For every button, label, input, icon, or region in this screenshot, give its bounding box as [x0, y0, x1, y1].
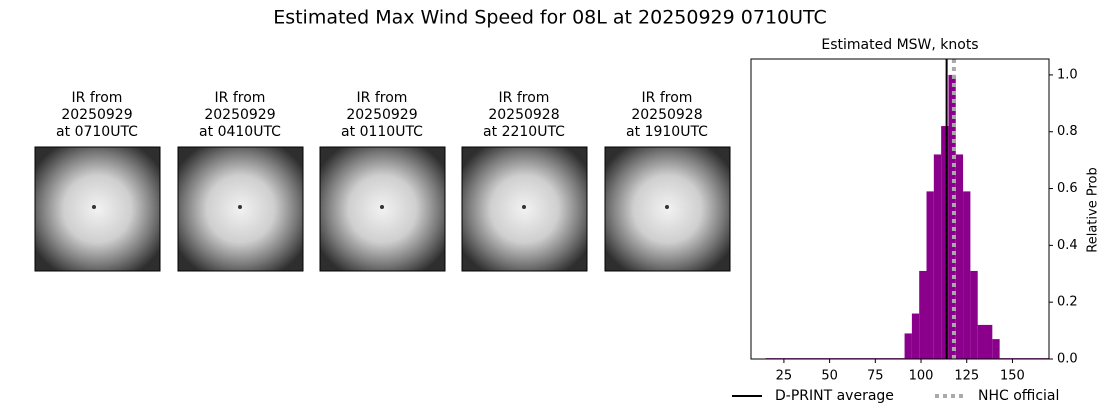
storm-eye — [238, 205, 242, 209]
bar — [948, 74, 956, 359]
panel-title: 20250928 — [631, 107, 702, 123]
panel-title: 20250929 — [204, 107, 275, 123]
panel-title: at 0110UTC — [341, 124, 423, 140]
bar — [941, 126, 949, 359]
panel-title: 20250929 — [61, 107, 132, 123]
bar — [919, 270, 927, 359]
storm-eye — [92, 205, 96, 209]
panel-title: at 0710UTC — [56, 124, 138, 140]
x-tick-label: 125 — [954, 369, 979, 384]
bar — [977, 324, 986, 359]
panel-title: IR from — [499, 90, 550, 106]
panel-title: IR from — [642, 90, 693, 106]
y-tick-label: 0.6 — [1057, 181, 1078, 196]
bar — [926, 191, 934, 359]
figure-title: Estimated Max Wind Speed for 08L at 2025… — [273, 7, 827, 29]
y-tick-label: 0.8 — [1057, 124, 1078, 139]
x-tick-label: 150 — [1000, 369, 1025, 384]
storm-eye — [665, 205, 669, 209]
chart-title: Estimated MSW, knots — [821, 37, 978, 53]
ir-image — [34, 146, 161, 272]
ir-image — [177, 146, 304, 272]
bar — [985, 324, 993, 359]
bar — [911, 313, 920, 359]
ir-image — [604, 146, 731, 272]
y-axis-label: Relative Prob — [1086, 167, 1100, 252]
bar — [963, 191, 971, 359]
bar — [933, 154, 942, 359]
panel-title: at 0410UTC — [199, 124, 281, 140]
bar — [904, 333, 912, 359]
y-tick-label: 0.4 — [1057, 238, 1078, 253]
panel-title: 20250928 — [488, 107, 559, 123]
panel-title: at 2210UTC — [483, 124, 565, 140]
storm-eye — [380, 205, 384, 209]
panel-title: 20250929 — [346, 107, 417, 123]
bar — [970, 270, 978, 359]
y-tick-label: 1.0 — [1057, 67, 1078, 82]
storm-eye — [522, 205, 526, 209]
panel-title: at 1910UTC — [626, 124, 708, 140]
ir-image — [461, 146, 588, 272]
panel-title: IR from — [72, 90, 123, 106]
plot-frame — [750, 58, 1050, 360]
x-tick-label: 100 — [909, 369, 934, 384]
panel-title: IR from — [215, 90, 266, 106]
legend-label: D-PRINT average — [775, 388, 894, 404]
x-tick-label: 25 — [776, 369, 793, 384]
bar — [955, 154, 964, 359]
legend-label: NHC official — [978, 388, 1059, 404]
panel-title: IR from — [357, 90, 408, 106]
ir-image — [319, 146, 446, 272]
y-tick-label: 0.2 — [1057, 295, 1078, 310]
bar — [992, 339, 1000, 359]
x-tick-label: 75 — [867, 369, 884, 384]
y-tick-label: 0.0 — [1057, 352, 1078, 367]
x-tick-label: 50 — [821, 369, 838, 384]
